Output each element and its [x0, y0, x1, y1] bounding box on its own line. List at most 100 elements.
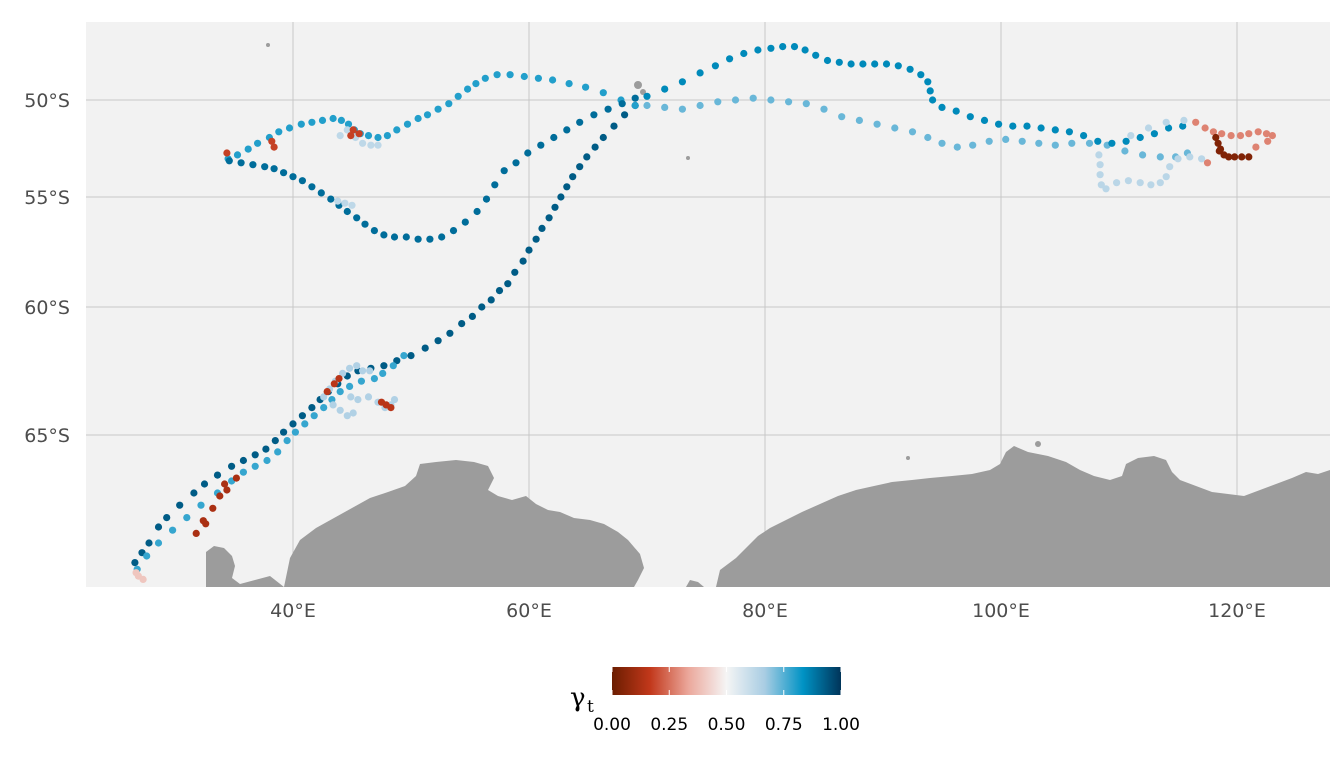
track-point — [576, 163, 584, 171]
track-point — [891, 124, 899, 132]
track-point — [232, 474, 240, 482]
track-point — [1245, 153, 1253, 161]
track-point — [908, 128, 917, 136]
track-point — [802, 100, 810, 108]
track-point — [767, 96, 775, 104]
track-point — [317, 189, 325, 197]
track-point — [364, 393, 373, 401]
track-point — [464, 85, 472, 93]
track-point — [370, 375, 378, 383]
track-point — [271, 437, 279, 445]
track-point — [353, 362, 361, 370]
track-point — [938, 139, 946, 147]
track-point — [473, 207, 481, 216]
track-point — [280, 428, 288, 436]
track-point — [1113, 179, 1121, 187]
track-point — [359, 139, 367, 147]
track-point — [1268, 132, 1276, 140]
track-point — [906, 65, 914, 73]
antarctica-coastline-east — [716, 446, 1330, 587]
track-point — [223, 149, 231, 157]
track-point — [538, 224, 546, 232]
track-point — [524, 149, 532, 157]
track-point — [590, 111, 598, 119]
track-point — [298, 177, 306, 185]
track-point — [228, 462, 236, 470]
track-point — [779, 43, 787, 51]
antarctica-coastline-central — [284, 460, 644, 587]
animal-tracks — [131, 43, 1276, 584]
colorbar-tick-label: 1.00 — [822, 715, 860, 735]
track-point — [551, 203, 559, 211]
track-point — [1095, 151, 1103, 159]
track-point — [953, 143, 961, 151]
track-point — [1147, 181, 1155, 189]
track-point — [1065, 128, 1073, 136]
track-point — [221, 480, 229, 488]
track-point — [1156, 179, 1164, 187]
land-layer — [206, 43, 1330, 587]
track-point — [249, 161, 257, 169]
track-point — [512, 159, 520, 167]
track-point — [327, 195, 335, 203]
track-point — [449, 227, 458, 235]
track-point — [785, 98, 793, 106]
track-point — [924, 78, 932, 86]
track-point — [482, 195, 491, 203]
track-point — [145, 539, 153, 547]
track-point — [767, 44, 775, 52]
track-point — [1002, 135, 1010, 143]
track-point — [446, 329, 454, 337]
track-point — [563, 126, 571, 134]
track-point — [323, 388, 331, 396]
track-point — [820, 105, 828, 113]
track-point — [426, 235, 434, 243]
y-tick-label: 65°S — [24, 425, 70, 447]
track-point — [1108, 139, 1116, 147]
track-point — [289, 420, 297, 428]
track-point — [1136, 179, 1144, 187]
track-point — [390, 396, 399, 404]
track-point — [289, 173, 297, 181]
track-point — [1180, 116, 1188, 124]
track-point — [347, 393, 355, 401]
track-point — [336, 388, 344, 396]
track-point — [714, 98, 722, 106]
track-point — [402, 233, 410, 241]
track-point — [506, 71, 514, 79]
track-point — [320, 393, 328, 401]
track-point — [1121, 147, 1129, 155]
track-point — [366, 367, 374, 375]
track-point — [445, 100, 453, 108]
track-point — [274, 448, 282, 456]
track-point — [346, 382, 354, 390]
track-point — [347, 132, 355, 140]
track-point — [985, 137, 993, 145]
track-point — [504, 280, 512, 288]
track-point — [1215, 147, 1223, 155]
track-point — [1037, 124, 1045, 132]
track-point — [812, 51, 820, 59]
track-point — [308, 183, 316, 191]
track-point — [329, 401, 337, 409]
track-point — [1264, 137, 1272, 145]
track-point — [1198, 155, 1206, 163]
track-point — [534, 74, 543, 82]
track-point — [169, 526, 177, 534]
track-point — [1225, 153, 1233, 161]
track-point — [511, 268, 519, 276]
y-axis: 50°S 55°S 60°S 65°S — [24, 90, 70, 447]
track-point — [754, 46, 762, 54]
track-point — [209, 504, 217, 512]
antarctica-coastline-west — [206, 546, 284, 587]
track-point — [1009, 122, 1017, 130]
track-point — [458, 320, 466, 328]
colorbar-tick-label: 0.75 — [765, 715, 803, 735]
track-point — [1262, 130, 1271, 138]
colorbar-tick-label: 0.50 — [708, 715, 746, 735]
track-point — [631, 94, 639, 102]
track-point — [1097, 181, 1105, 189]
track-point — [1166, 163, 1174, 171]
track-point — [213, 471, 222, 479]
